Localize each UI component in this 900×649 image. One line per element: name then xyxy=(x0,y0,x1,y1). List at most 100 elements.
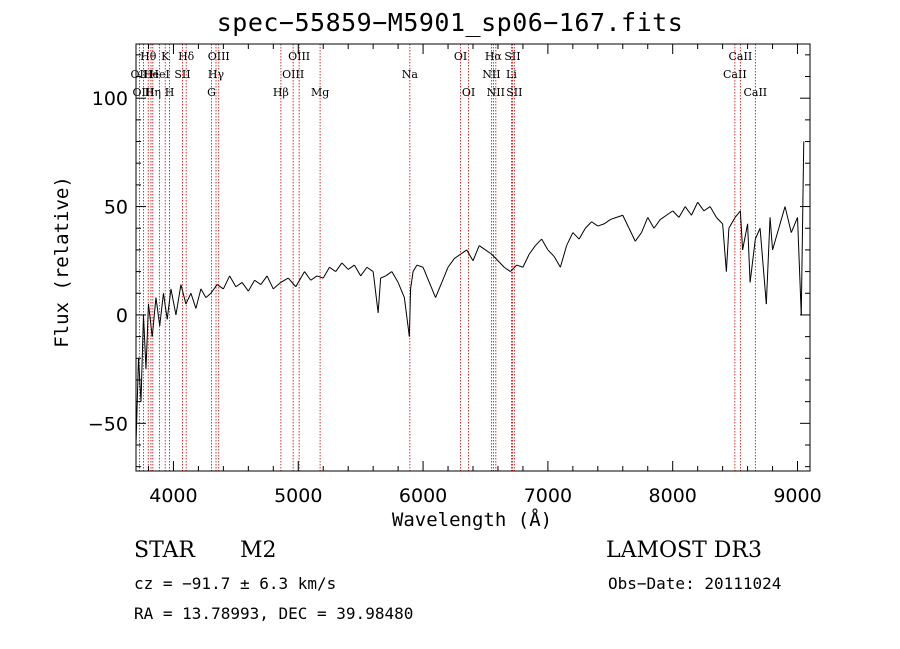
line-label: Hα xyxy=(485,50,503,63)
spectrum-segment xyxy=(385,271,393,277)
spectrum-segment xyxy=(453,253,461,259)
spectrum-segment xyxy=(472,245,480,261)
spectrum-segment xyxy=(260,275,268,285)
x-axis-label: Wavelength (Å) xyxy=(391,509,553,531)
line-label: Hγ xyxy=(208,68,225,81)
spectrum-segment xyxy=(759,228,767,305)
spectrum-segment xyxy=(597,223,605,227)
survey-name: LAMOST DR3 xyxy=(606,538,762,563)
spectrum-segment xyxy=(412,264,418,272)
spectrum-segment xyxy=(391,271,399,283)
spectrum-segment xyxy=(641,217,649,233)
spectrum-segment xyxy=(175,284,182,316)
spectrum-segment xyxy=(145,304,149,370)
spectrum-segment xyxy=(541,238,549,251)
spectrum-segment xyxy=(341,262,349,270)
spectrum-segment xyxy=(616,214,623,218)
line-labels: Hθ OII OIII He Hη K HeI H SII Hδ OIII Hγ G Hβ OIII OIII… xyxy=(131,50,768,99)
spectrum-segment xyxy=(772,228,780,251)
line-label: CaII xyxy=(729,50,753,63)
spectrum-segment xyxy=(739,210,744,250)
spectrum-segment xyxy=(372,271,379,313)
spectrum-segment xyxy=(603,219,611,225)
chart-title: spec−55859−M5901_sp06−167.fits xyxy=(216,8,684,37)
spectrum-segment xyxy=(322,267,330,279)
line-label: Hθ xyxy=(140,50,157,63)
spectrum-segment xyxy=(559,245,568,268)
spectrum-segment xyxy=(162,293,168,320)
line-label: Hη xyxy=(145,86,161,99)
spectrum-segment xyxy=(241,282,249,292)
spectrum-segment xyxy=(790,217,798,233)
spectrum-segment xyxy=(380,275,386,279)
spectrum-segment xyxy=(222,275,231,290)
line-label: Hβ xyxy=(273,86,289,99)
y-tick-label: 100 xyxy=(92,88,128,110)
spectrum-segment xyxy=(535,238,543,246)
spectrum-segment xyxy=(547,249,555,257)
spectrum-segment xyxy=(422,267,430,283)
line-label: NII xyxy=(482,68,500,81)
spectrum-segment xyxy=(159,293,164,326)
spectrum-segment xyxy=(754,228,761,240)
line-markers xyxy=(138,44,756,471)
spectrum-segment xyxy=(516,264,524,268)
spectrum-segment xyxy=(304,271,312,281)
x-tick-label: 7000 xyxy=(524,485,572,507)
spectrum-segment xyxy=(742,223,749,251)
spectrum-segment xyxy=(591,221,599,227)
spectrum-segment xyxy=(190,293,197,309)
subclass: M2 xyxy=(240,538,277,563)
spectrum-segment xyxy=(610,216,617,221)
spectrum-segment xyxy=(366,266,374,272)
spectrum-segment xyxy=(441,267,449,283)
spectrum-segment xyxy=(466,249,474,262)
spectrum-segment xyxy=(478,245,486,251)
spectrum-segment xyxy=(166,288,172,320)
spectrum-segment xyxy=(416,264,424,268)
spectrum-segment xyxy=(634,232,642,242)
line-label: SII xyxy=(504,50,520,63)
ra-dec-coords: RA = 13.78993, DEC = 39.98480 xyxy=(134,604,414,623)
spectrum-segment xyxy=(709,206,717,218)
line-label: SII xyxy=(506,86,522,99)
spectrum-segment xyxy=(747,223,751,283)
line-label: He xyxy=(143,68,159,81)
spectrum-segment xyxy=(235,282,243,288)
spectrum-segment xyxy=(800,141,805,315)
line-label: Hδ xyxy=(178,50,195,63)
spectrum-segment xyxy=(335,262,343,272)
spectrum-segment xyxy=(503,266,511,272)
spectrum-segment xyxy=(280,277,289,283)
line-label: OIII xyxy=(132,86,154,99)
spectrum-segment xyxy=(460,249,468,255)
line-label: HeI xyxy=(149,68,169,81)
spectrum-segment xyxy=(408,288,412,337)
spectrum-segment xyxy=(155,297,161,326)
line-label: OI xyxy=(454,50,467,63)
spectrum-segment xyxy=(185,293,192,305)
y-axis-label: Flux (relative) xyxy=(51,176,73,348)
spectrum-segment xyxy=(778,206,786,229)
spectrum-segment xyxy=(497,260,505,268)
spectrum-segment xyxy=(447,258,455,268)
line-label: G xyxy=(207,86,216,99)
spectrum-segment xyxy=(247,280,256,292)
spectrum-segment xyxy=(287,277,297,288)
spectrum-segment xyxy=(216,284,224,290)
spectrum-segment xyxy=(316,275,324,279)
spectrum-segment xyxy=(229,275,237,288)
line-label: Li xyxy=(506,68,517,81)
spectrum-segment xyxy=(666,210,673,216)
axis-ticks xyxy=(136,44,810,471)
spectrum-segment xyxy=(697,201,705,212)
spectrum-segment xyxy=(672,210,680,218)
plot-frame xyxy=(135,43,811,472)
y-tick-label: 50 xyxy=(104,197,128,219)
spectrum-segment xyxy=(491,253,499,262)
spectrum-segment xyxy=(784,206,792,233)
line-label: OIII xyxy=(288,50,310,63)
spectrum-segment xyxy=(725,228,730,272)
spectrum-segment xyxy=(703,206,711,212)
